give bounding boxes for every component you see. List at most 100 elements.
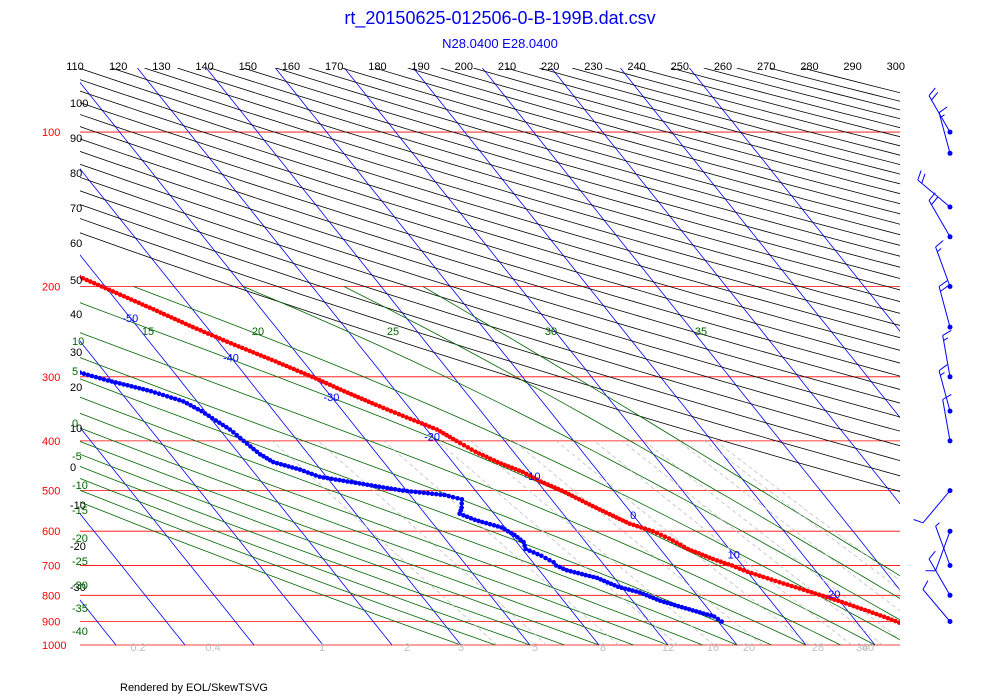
- temperature-point: [765, 576, 770, 581]
- dewpoint-point: [472, 517, 478, 523]
- temperature-point: [273, 359, 278, 364]
- mixing-ratio-line: [470, 440, 715, 646]
- isotherm-line: [413, 68, 876, 646]
- theta-left-label: 100: [70, 98, 88, 110]
- dewpoint-point: [282, 463, 288, 468]
- temperature-point: [646, 527, 652, 533]
- theta-top-label: 250: [671, 61, 689, 73]
- dewpoint-point: [499, 525, 504, 530]
- temperature-point: [714, 558, 720, 563]
- temperature-point: [22, 248, 27, 253]
- temperature-point: [291, 366, 297, 372]
- dewpoint-point: [694, 609, 699, 614]
- theta-left-label: 90: [70, 133, 82, 145]
- isotherm-line: [80, 254, 393, 646]
- wind-barb-flag: [928, 192, 936, 201]
- temperature-point: [411, 418, 417, 423]
- temperature-point: [345, 390, 351, 396]
- dewpoint-point: [254, 449, 260, 455]
- theta-left-label: 20: [70, 382, 82, 394]
- dewpoint-point: [683, 606, 688, 611]
- temperature-point: [366, 399, 372, 405]
- moist-left-label: -5: [72, 451, 82, 463]
- isotherm-line: [344, 68, 807, 646]
- temperature-point: [280, 362, 286, 367]
- dewpoint-point: [349, 479, 354, 485]
- moist-adiabat-line: [343, 286, 900, 599]
- temperature-point: [710, 556, 716, 562]
- wind-barb: [938, 280, 953, 330]
- wind-barb-staff: [928, 558, 951, 596]
- wind-barb-staff: [935, 525, 951, 566]
- isotherm-line: [0, 68, 47, 645]
- temperature-point: [239, 345, 245, 351]
- theta-top-label: 120: [109, 61, 127, 73]
- dewpoint-point: [93, 374, 99, 380]
- temperature-point: [576, 497, 582, 502]
- moist-adiabat-line: [80, 441, 634, 646]
- temperature-point: [469, 447, 474, 452]
- dewpoint-point: [121, 382, 126, 387]
- wind-barb-staff: [922, 589, 951, 622]
- isotherm-line: [551, 68, 900, 505]
- temperature-point: [88, 279, 93, 284]
- temperature-point: [866, 609, 872, 614]
- wind-barb-flag: [938, 280, 948, 287]
- temperature-point: [638, 525, 644, 530]
- temperature-point: [125, 295, 130, 301]
- dewpoint-point: [248, 444, 253, 449]
- wind-barb-staff: [938, 370, 951, 412]
- theta-top-label: 170: [325, 61, 343, 73]
- dry-adiabat-line: [177, 68, 900, 279]
- dewpoint-point: [535, 551, 540, 557]
- dry-adiabat-line: [80, 232, 900, 492]
- dewpoint-point: [220, 422, 226, 428]
- temperature-point: [66, 269, 71, 274]
- moist-adiabat-line: [80, 501, 462, 646]
- dewpoint-point: [601, 578, 607, 584]
- dewpoint-point: [217, 420, 222, 426]
- dry-adiabat-line: [80, 176, 900, 432]
- dewpoint-point: [337, 477, 342, 483]
- dry-adiabat-line: [80, 126, 900, 377]
- temperature-point: [696, 551, 701, 556]
- dewpoint-point: [184, 401, 190, 406]
- temperature-point: [194, 326, 199, 332]
- temperature-point: [566, 491, 571, 497]
- dewpoint-point: [547, 557, 552, 563]
- temperature-point: [262, 354, 267, 360]
- dewpoint-point: [704, 612, 710, 617]
- dewpoint-point: [433, 491, 439, 497]
- temperature-point: [136, 300, 141, 306]
- dewpoint-point: [413, 489, 418, 495]
- dewpoint-point: [564, 568, 570, 573]
- temperature-point: [287, 365, 293, 370]
- dewpoint-point: [568, 568, 573, 574]
- isotherm-line: [137, 68, 600, 646]
- temperature-point: [573, 495, 578, 500]
- mixing-ratio-label: 8: [600, 642, 606, 654]
- moist-adiabat-line: [80, 427, 669, 646]
- isobar-label: 100: [42, 127, 60, 139]
- temperature-point: [228, 341, 234, 346]
- temperature-point: [520, 469, 525, 475]
- dry-adiabat-line: [506, 68, 900, 175]
- temperature-point: [681, 544, 687, 550]
- wind-barb-half-flag: [943, 337, 949, 341]
- temperature-point: [169, 315, 174, 320]
- chart-title: rt_20150625-012506-0-B-199B.dat.csv: [344, 8, 656, 28]
- moist-adiabat-line: [80, 478, 531, 646]
- temperature-point: [473, 449, 478, 455]
- temperature-point: [509, 465, 515, 471]
- footer-credit: Rendered by EOL/SkewTSVG: [120, 682, 268, 694]
- dewpoint-point: [630, 588, 635, 593]
- dewpoint-point: [345, 479, 350, 484]
- dewpoint-point: [244, 441, 250, 446]
- dewpoint-point: [626, 587, 632, 592]
- wind-barb-flag: [917, 170, 922, 181]
- dewpoint-point: [231, 430, 236, 435]
- temperature-point: [243, 347, 249, 352]
- dewpoint-point: [293, 466, 299, 471]
- temperature-point: [843, 601, 849, 606]
- temperature-point: [700, 552, 705, 558]
